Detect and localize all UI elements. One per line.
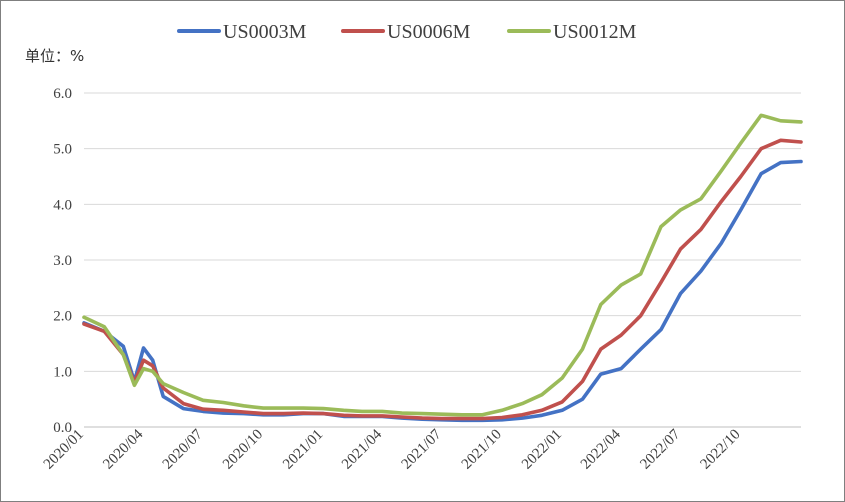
y-tick-label: 6.0 (53, 86, 72, 102)
legend-label: US0012M (553, 21, 637, 43)
y-tick-label: 2.0 (53, 309, 72, 325)
x-tick-label: 2020/07 (160, 426, 206, 472)
y-tick-label: 5.0 (53, 142, 72, 158)
y-tick-label: 3.0 (53, 253, 72, 269)
unit-label: 单位：% (25, 47, 85, 65)
x-tick-label: 2020/10 (220, 427, 266, 473)
series-line-us0003m (82, 159, 803, 423)
x-tick-label: 2022/04 (578, 426, 624, 472)
x-tick-label: 2022/01 (519, 427, 565, 473)
x-tick-label: 2022/07 (637, 426, 683, 472)
y-tick-label: 0.0 (53, 420, 72, 436)
x-tick-label: 2020/04 (100, 426, 146, 472)
legend-label: US0003M (223, 21, 307, 43)
x-tick-label: 2022/10 (698, 427, 744, 473)
series-line-us0006m (82, 138, 803, 421)
x-tick-label: 2021/10 (459, 427, 505, 473)
x-tick-label: 2021/07 (399, 426, 445, 472)
x-tick-label: 2021/01 (280, 427, 326, 473)
y-tick-label: 4.0 (53, 197, 72, 213)
legend-label: US0006M (387, 21, 471, 43)
x-tick-label: 2021/04 (339, 426, 385, 472)
series-line-us0012m (82, 113, 803, 417)
y-tick-label: 1.0 (53, 364, 72, 380)
